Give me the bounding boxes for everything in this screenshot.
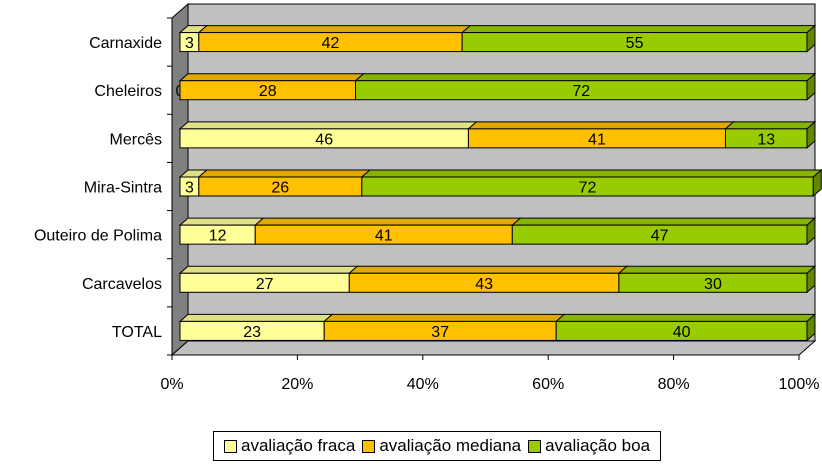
legend-swatch-boa (528, 439, 542, 453)
bar-end (806, 313, 816, 342)
category-label: Carnaxide (89, 35, 162, 52)
bar-top (617, 265, 817, 274)
category-label: Mira-Sintra (84, 180, 162, 197)
legend-label-boa: avaliação boa (545, 436, 651, 455)
data-label: 46 (315, 131, 333, 148)
category-label: TOTAL (112, 324, 162, 341)
data-label: 43 (475, 276, 493, 293)
data-label: 72 (572, 83, 590, 100)
data-label: 28 (259, 83, 277, 100)
bar-top (347, 265, 629, 274)
bar-top (178, 313, 334, 322)
data-label: 41 (375, 228, 393, 245)
legend-item-fraca: avaliação fraca (224, 436, 355, 456)
bar-top (253, 217, 522, 226)
bar-top (460, 25, 817, 34)
data-label: 30 (704, 276, 722, 293)
category-label: Outeiro de Polima (34, 228, 162, 245)
bar-top (467, 121, 735, 130)
bar-top (510, 217, 817, 226)
floor (170, 340, 817, 356)
data-label: 37 (431, 324, 449, 341)
data-label: 47 (651, 228, 669, 245)
bar-end (812, 168, 822, 198)
bar-top (360, 169, 822, 178)
legend-item-boa: avaliação boa (528, 436, 650, 456)
category-label: Carcavelos (82, 276, 162, 293)
data-label: 41 (588, 131, 606, 148)
category-label: Mercês (110, 131, 162, 148)
bar-top (554, 313, 817, 322)
category-label: Cheleiros (94, 83, 162, 100)
bar-top (178, 217, 265, 226)
bar-top (178, 265, 359, 274)
legend-label-fraca: avaliação fraca (241, 436, 356, 455)
data-label: 72 (579, 180, 597, 197)
data-label: 3 (185, 35, 194, 52)
bar-top (178, 121, 478, 130)
bar-top (197, 169, 372, 178)
x-tick-label: 20% (281, 376, 313, 393)
data-label: 3 (185, 180, 194, 197)
data-label: 55 (626, 35, 644, 52)
bar-end (806, 24, 816, 53)
x-tick-label: 40% (407, 376, 439, 393)
bar-end (806, 120, 816, 149)
data-label: 40 (673, 324, 691, 341)
chart-axes: TOTAL Carcavelos Outeiro de Polima Mira-Sin… (34, 17, 820, 393)
data-label: 27 (256, 276, 274, 293)
data-label: 23 (243, 324, 261, 341)
x-tick-label: 0% (160, 376, 183, 393)
data-label: 26 (271, 180, 289, 197)
data-label: 13 (757, 131, 775, 148)
bar-top (197, 25, 472, 34)
bar-end (806, 217, 816, 246)
legend-label-mediana: avaliação mediana (379, 436, 522, 455)
x-tick-label: 60% (532, 376, 564, 393)
bar-top (322, 313, 566, 322)
x-tick-label: 80% (658, 376, 690, 393)
bar-top (178, 73, 365, 82)
bar-end (806, 265, 816, 294)
bar-top (354, 73, 817, 82)
data-label: 12 (209, 228, 227, 245)
bar-end (806, 72, 816, 101)
data-label: 42 (322, 35, 340, 52)
chart-bars: 233740274330124147326724641130287234255 (176, 24, 822, 342)
legend: avaliação fraca avaliação mediana avalia… (213, 431, 662, 461)
bar-top (724, 121, 817, 130)
x-tick-label: 100% (779, 376, 820, 393)
legend-swatch-mediana (362, 439, 376, 453)
legend-item-mediana: avaliação mediana (362, 436, 521, 456)
legend-swatch-fraca (224, 439, 237, 453)
